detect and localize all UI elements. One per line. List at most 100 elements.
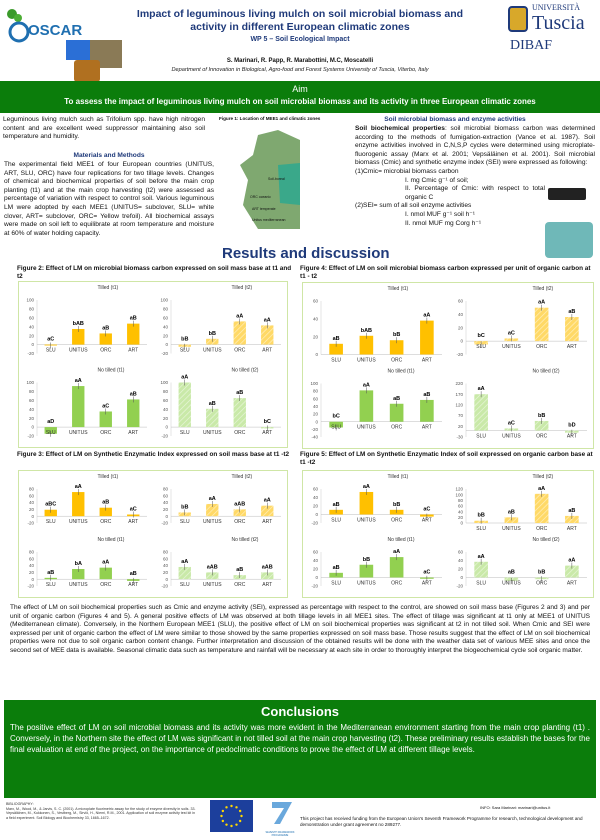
panel-title: No tilled (t2) — [533, 537, 560, 543]
chart-panel: -20 0 20 40 60 Tilled (t1) aB SLU aA UNITUS bB ORC a… — [311, 474, 442, 526]
significance-label: bB — [181, 504, 188, 510]
significance-label: bB — [538, 413, 545, 419]
category-label: ART — [262, 582, 272, 588]
significance-label: aC — [423, 570, 430, 576]
y-tick-label: 60 — [29, 493, 35, 498]
chart-panel: -20 0 20 40 60 No tilled (t2) aA SLU aB UNITUS bB O… — [456, 537, 587, 589]
panel-title: No tilled (t1) — [388, 369, 415, 375]
significance-label: aB — [130, 571, 137, 577]
bar — [99, 507, 112, 517]
y-tick-label: 80 — [29, 487, 35, 492]
category-label: ORC — [536, 581, 548, 587]
discussion-text: The effect of LM on soil biochemical pro… — [10, 604, 590, 654]
chart-panel: -20 0 20 40 60 No tilled (t1) aB SLU bB UNITUS aA O… — [311, 537, 442, 589]
authors: S. Marinari, R. Papp, R. Marabottini, M.… — [226, 58, 374, 64]
panel-title: No tilled (t2) — [533, 369, 560, 375]
significance-label: aA — [75, 378, 82, 384]
category-label: ART — [567, 344, 577, 350]
y-tick-label: 40 — [313, 495, 319, 500]
y-tick-label: 20 — [313, 412, 319, 417]
europe-map: Soil-boreal ORC oceanic ART temperate Un… — [238, 125, 300, 229]
y-tick-label: -40 — [311, 435, 318, 440]
bar — [178, 566, 191, 580]
y-tick-label: 0 — [31, 514, 34, 519]
y-tick-label: 40 — [313, 316, 319, 321]
y-tick-label: -20 — [27, 521, 34, 526]
panel-title: Tilled (t2) — [232, 285, 253, 291]
significance-label: aA — [363, 484, 370, 490]
bar — [233, 398, 246, 428]
significance-label: aB — [393, 396, 400, 402]
soil-text: Soil biochemical properties: soil microb… — [355, 125, 595, 227]
bar — [206, 408, 219, 428]
significance-label: aA — [181, 559, 188, 565]
y-tick-label: 60 — [458, 299, 464, 304]
funding-text: This project has received funding from t… — [300, 816, 583, 827]
y-tick-label: 0 — [165, 425, 168, 430]
y-tick-label: 40 — [163, 324, 169, 329]
panel-title: Tilled (t2) — [533, 474, 554, 480]
category-label: ART — [422, 358, 432, 364]
y-tick-label: -20 — [161, 434, 168, 439]
poster-title: Impact of leguminous living mulch on soi… — [136, 8, 464, 33]
category-label: SLU — [46, 582, 56, 588]
category-label: UNITUS — [357, 358, 376, 364]
aim-band: Aim To assess the impact of leguminous l… — [0, 81, 600, 113]
significance-label: bAB — [73, 321, 84, 327]
significance-label: bB — [209, 331, 216, 337]
significance-label: aB — [333, 336, 340, 342]
y-tick-label: 20 — [29, 416, 35, 421]
bar — [261, 505, 274, 517]
significance-label: aA — [102, 560, 109, 566]
category-label: ART — [567, 434, 577, 440]
y-tick-label: 80 — [163, 550, 169, 555]
category-label: ORC — [536, 526, 548, 532]
significance-label: aA — [538, 486, 545, 492]
y-tick-label: 40 — [163, 500, 169, 505]
y-tick-label: 40 — [163, 563, 169, 568]
bar — [389, 403, 404, 422]
bar — [72, 569, 85, 580]
significance-label: aB — [236, 390, 243, 396]
category-label: ART — [128, 582, 138, 588]
significance-label: aA — [209, 496, 216, 502]
y-tick-label: 60 — [313, 487, 319, 492]
y-tick-label: 60 — [29, 398, 35, 403]
y-tick-label: 80 — [29, 307, 35, 312]
significance-label: bC — [264, 419, 271, 425]
category-label: UNITUS — [203, 348, 222, 354]
category-label: ORC — [391, 425, 403, 431]
significance-label: aC — [423, 507, 430, 513]
bar — [99, 411, 112, 428]
y-tick-label: 20 — [29, 507, 35, 512]
y-tick-label: 20 — [458, 424, 464, 429]
significance-label: aC — [130, 507, 137, 513]
y-tick-label: 20 — [458, 325, 464, 330]
y-tick-label: 0 — [31, 342, 34, 347]
category-label: UNITUS — [69, 582, 88, 588]
y-tick-label: 80 — [29, 550, 35, 555]
category-label: ORC — [391, 581, 403, 587]
y-tick-label: 80 — [163, 487, 169, 492]
bar — [127, 399, 140, 428]
y-tick-label: -30 — [456, 435, 463, 440]
significance-label: aA — [236, 313, 243, 319]
panel-title: Tilled (t2) — [533, 286, 554, 292]
chart-panel: -20 0 20 40 60 Tilled (t2) bC SLU aC UNITUS aA ORC a… — [456, 286, 587, 357]
chart-panel: 0 20 40 60 Tilled (t1) aB SLU bAB UNITUS bB ORC aA A… — [313, 286, 442, 364]
fp7-logo: SEVENTH FRAMEWORK PROGRAMME — [262, 800, 298, 837]
y-tick-label: -20 — [456, 584, 463, 589]
bar — [329, 343, 343, 355]
significance-label: bB — [538, 570, 545, 576]
significance-label: aA — [478, 554, 485, 560]
y-tick-label: 60 — [163, 493, 169, 498]
y-tick-label: 0 — [31, 425, 34, 430]
category-label: UNITUS — [357, 518, 376, 524]
y-tick-label: 100 — [310, 381, 318, 386]
y-tick-label: 0 — [315, 575, 318, 580]
significance-label: aA — [568, 558, 575, 564]
y-tick-label: 0 — [315, 419, 318, 424]
category-label: ART — [422, 581, 432, 587]
y-tick-label: 40 — [313, 558, 319, 563]
